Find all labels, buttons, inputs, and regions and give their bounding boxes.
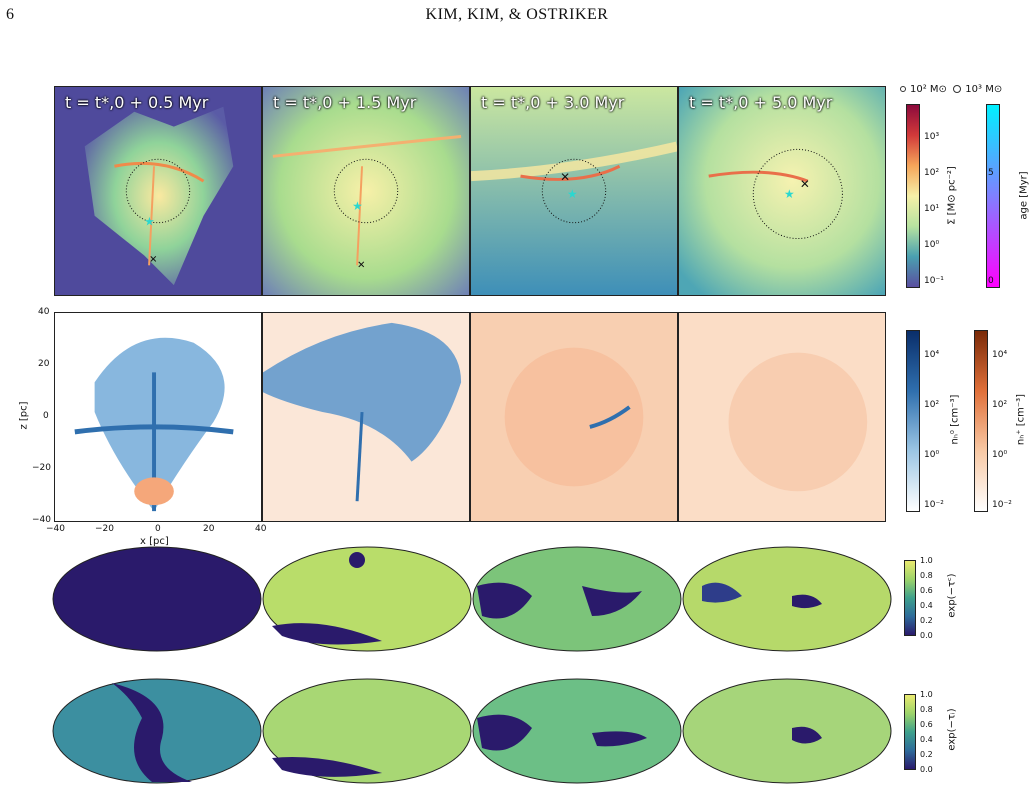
esc2-tick: 0.0 — [920, 765, 933, 774]
svg-text:★: ★ — [352, 199, 363, 213]
x-tick: −40 — [46, 524, 65, 534]
nh0-tick: 10⁻² — [924, 500, 944, 510]
y-tick: −40 — [32, 515, 51, 525]
sigma-colorbar-label: Σ [M⊙ pc⁻²] — [946, 166, 958, 225]
nhp-tick: 10² — [992, 400, 1008, 410]
escape-map-row4-2 — [262, 678, 472, 784]
y-tick: 0 — [43, 411, 49, 421]
esc2-tick: 1.0 — [920, 690, 933, 699]
legend-small-marker — [900, 86, 906, 92]
age-colorbar-label: age [Myr] — [1018, 171, 1030, 220]
density-panel-1 — [54, 312, 262, 522]
escape-map-row4-3 — [472, 678, 682, 784]
esc2-colorbar-label: exp(−τᵢ) — [946, 708, 958, 751]
x-axis-label: x [pc] — [140, 536, 169, 547]
nh0-tick: 10⁰ — [924, 450, 940, 460]
nh0-colorbar — [906, 330, 920, 512]
sigma-tick: 10² — [924, 168, 940, 178]
y-tick: 40 — [38, 307, 50, 317]
esc2-colorbar — [904, 694, 916, 770]
svg-text:★: ★ — [784, 187, 795, 201]
panel-2-title: t = t*,0 + 1.5 Myr — [273, 93, 417, 112]
density-panel-2 — [262, 312, 470, 522]
svg-text:✕: ✕ — [149, 254, 157, 265]
nh0-tick: 10⁴ — [924, 350, 940, 360]
density-panel-3 — [470, 312, 678, 522]
esc2-tick: 0.6 — [920, 720, 933, 729]
legend-large-marker — [953, 85, 962, 93]
escape-map-row3-3 — [472, 546, 682, 652]
density-panel-4 — [678, 312, 886, 522]
sigma-panel-4: ✕ ★ t = t*,0 + 5.0 Myr — [678, 86, 886, 296]
escape-map-row3-1 — [52, 546, 262, 652]
mass-legend: 10² M⊙ 10³ M⊙ — [900, 84, 1002, 95]
esc2-tick: 0.8 — [920, 705, 933, 714]
x-tick: 40 — [255, 524, 267, 534]
panel-1-title: t = t*,0 + 0.5 Myr — [65, 93, 209, 112]
page-number: 6 — [6, 6, 14, 23]
esc1-colorbar — [904, 560, 916, 636]
svg-text:★: ★ — [144, 215, 155, 229]
panel-4-title: t = t*,0 + 5.0 Myr — [689, 93, 833, 112]
age-tick: 0 — [988, 276, 994, 286]
age-tick: 5 — [988, 168, 994, 178]
svg-text:✕: ✕ — [560, 170, 570, 184]
esc1-tick: 0.2 — [920, 616, 933, 625]
nhp-tick: 10⁰ — [992, 450, 1008, 460]
esc1-tick: 0.4 — [920, 601, 933, 610]
svg-text:✕: ✕ — [800, 177, 810, 191]
nhp-colorbar — [974, 330, 988, 512]
esc1-tick: 0.8 — [920, 571, 933, 580]
escape-map-row3-2 — [262, 546, 472, 652]
svg-text:★: ★ — [567, 187, 578, 201]
sigma-tick: 10³ — [924, 132, 940, 142]
esc1-tick: 1.0 — [920, 556, 933, 565]
sigma-colorbar — [906, 104, 920, 288]
panel-3-title: t = t*,0 + 3.0 Myr — [481, 93, 625, 112]
x-tick: −20 — [95, 524, 114, 534]
esc2-tick: 0.4 — [920, 735, 933, 744]
svg-text:✕: ✕ — [357, 260, 365, 271]
esc2-tick: 0.2 — [920, 750, 933, 759]
x-tick: 0 — [155, 524, 161, 534]
nhp-colorbar-label: nₕ⁺ [cm⁻³] — [1015, 393, 1027, 446]
x-tick: 20 — [203, 524, 215, 534]
nh0-colorbar-label: nₕ⁰ [cm⁻³] — [949, 394, 961, 445]
escape-map-row4-1 — [52, 678, 262, 784]
nhp-tick: 10⁻² — [992, 500, 1012, 510]
sigma-tick: 10¹ — [924, 204, 940, 214]
nhp-tick: 10⁴ — [992, 350, 1008, 360]
escape-map-row4-4 — [682, 678, 892, 784]
y-axis-label: z [pc] — [18, 401, 30, 430]
sigma-panel-3: ✕ ★ t = t*,0 + 3.0 Myr — [470, 86, 678, 296]
sigma-panel-2: ✕ ★ t = t*,0 + 1.5 Myr — [262, 86, 470, 296]
nh0-tick: 10² — [924, 400, 940, 410]
esc1-tick: 0.0 — [920, 631, 933, 640]
sigma-tick: 10⁰ — [924, 240, 940, 250]
sigma-tick: 10⁻¹ — [924, 276, 944, 286]
escape-map-row3-4 — [682, 546, 892, 652]
legend-small-label: 10² M⊙ — [910, 84, 947, 95]
legend-large-label: 10³ M⊙ — [965, 84, 1003, 95]
esc1-colorbar-label: exp(−τᶜ) — [946, 573, 958, 618]
age-colorbar — [986, 104, 1000, 288]
y-tick: −20 — [32, 463, 51, 473]
sigma-panel-1: ✕ ★ t = t*,0 + 0.5 Myr — [54, 86, 262, 296]
esc1-tick: 0.6 — [920, 586, 933, 595]
y-tick: 20 — [38, 359, 50, 369]
running-head: KIM, KIM, & OSTRIKER — [425, 6, 609, 23]
